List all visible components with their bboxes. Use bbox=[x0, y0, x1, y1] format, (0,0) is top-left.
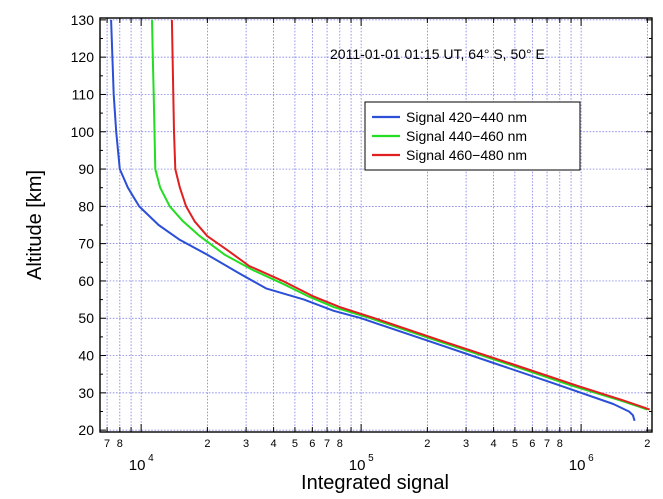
x-minor-tick-label: 2 bbox=[424, 438, 430, 450]
x-axis-title: Integrated signal bbox=[301, 472, 449, 494]
legend-label-3: Signal 460−480 nm bbox=[406, 147, 527, 163]
plot-frame bbox=[99, 17, 653, 433]
y-tick-label: 80 bbox=[78, 198, 94, 214]
y-axis-title: Altitude [km] bbox=[24, 170, 46, 280]
x-minor-tick-label: 2 bbox=[204, 438, 210, 450]
legend-label-2: Signal 440−460 nm bbox=[406, 128, 527, 144]
y-tick-label: 50 bbox=[78, 310, 94, 326]
x-decade-label: 10 bbox=[129, 457, 146, 474]
x-minor-tick-label: 5 bbox=[292, 438, 298, 450]
x-minor-tick-label: 2 bbox=[644, 438, 650, 450]
x-decade-exponent: 4 bbox=[148, 453, 154, 464]
x-minor-tick-label: 3 bbox=[243, 438, 249, 450]
series-line-1 bbox=[110, 19, 636, 422]
y-tick-label: 30 bbox=[78, 385, 94, 401]
x-decade-label: 10 bbox=[349, 457, 366, 474]
x-minor-tick-label: 7 bbox=[544, 438, 550, 450]
legend-box bbox=[364, 101, 581, 171]
legend-label-1: Signal 420−440 nm bbox=[406, 109, 527, 125]
chart-annotation: 2011-01-01 01:15 UT, 64° S, 50° E bbox=[330, 46, 545, 62]
x-minor-tick-label: 7 bbox=[324, 438, 330, 450]
x-minor-tick-label: 8 bbox=[337, 438, 343, 450]
y-tick-label: 110 bbox=[72, 86, 95, 102]
x-decade-exponent: 5 bbox=[368, 453, 374, 464]
x-minor-tick-label: 4 bbox=[271, 438, 277, 450]
plot-series bbox=[110, 19, 651, 422]
y-tick-label: 120 bbox=[71, 49, 95, 65]
x-minor-tick-label: 6 bbox=[309, 438, 315, 450]
x-minor-tick-label: 8 bbox=[557, 438, 563, 450]
legend: Signal 420−440 nm Signal 440−460 nm Sign… bbox=[364, 101, 581, 171]
x-decade-label: 10 bbox=[569, 457, 586, 474]
x-minor-tick-label: 8 bbox=[117, 438, 123, 450]
series-line-2 bbox=[151, 19, 648, 411]
y-tick-label: 130 bbox=[71, 12, 95, 28]
y-tick-label: 70 bbox=[78, 236, 94, 252]
grid-lines bbox=[100, 18, 652, 432]
x-minor-tick-label: 7 bbox=[104, 438, 110, 450]
x-minor-tick-label: 3 bbox=[463, 438, 469, 450]
y-tick-label: 20 bbox=[78, 422, 94, 438]
series-line-3 bbox=[170, 19, 651, 411]
x-minor-tick-label: 5 bbox=[512, 438, 518, 450]
x-minor-tick-label: 6 bbox=[529, 438, 535, 450]
x-minor-tick-label: 4 bbox=[491, 438, 497, 450]
y-tick-label: 90 bbox=[78, 161, 94, 177]
y-tick-label: 100 bbox=[71, 124, 95, 140]
y-tick-label: 60 bbox=[78, 273, 94, 289]
x-decade-exponent: 6 bbox=[588, 453, 594, 464]
y-tick-label: 40 bbox=[78, 348, 94, 364]
